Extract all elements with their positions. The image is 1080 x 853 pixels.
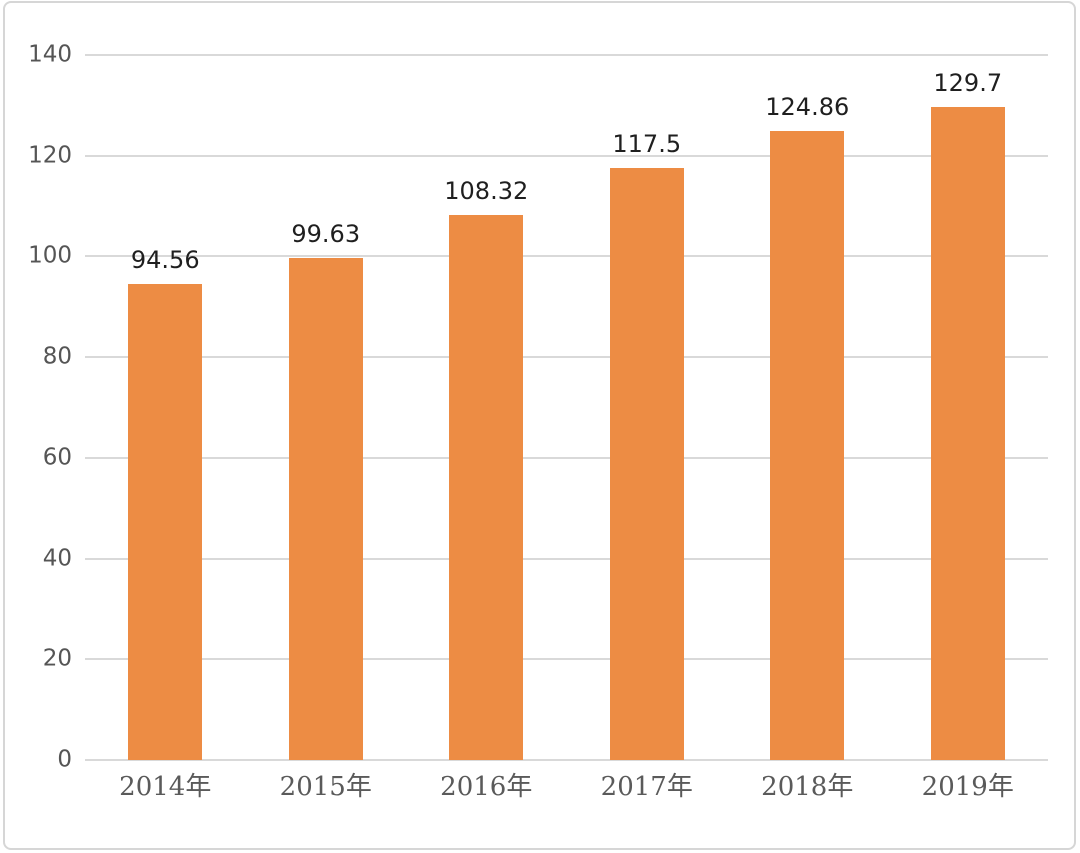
y-tick-label: 120: [28, 142, 72, 169]
gridline-y-0: [85, 759, 1048, 761]
bar-value-label: 108.32: [444, 176, 529, 205]
x-tick-label: 2014年: [119, 772, 212, 802]
bar-value-label: 129.7: [933, 68, 1003, 97]
x-tick-label: 2018年: [761, 772, 854, 802]
bar-value-label: 94.56: [130, 245, 200, 274]
y-tick-label: 20: [42, 645, 72, 672]
x-tick-label: 2015年: [279, 772, 372, 802]
bar-value-label: 124.86: [765, 93, 850, 122]
y-tick-label: 40: [42, 545, 72, 572]
gridline-y-120: [85, 154, 1048, 157]
gridline-y-20: [85, 658, 1048, 661]
x-tick-label: 2017年: [600, 772, 693, 802]
gridline-y-60: [85, 456, 1048, 459]
plot-area: 94.56 99.63 108.32 117.5 124.86 129.7: [85, 54, 1048, 761]
bar-value-label: 99.63: [291, 220, 361, 249]
gridline-y-140: [85, 54, 1048, 56]
x-axis: 2014年 2015年 2016年 2017年 2018年 2019年: [85, 772, 1048, 816]
y-tick-label: 80: [42, 343, 72, 370]
y-tick-label: 100: [28, 242, 72, 269]
bar-2015年: [288, 258, 363, 760]
gridline-y-40: [85, 557, 1048, 560]
gridline-y-100: [85, 255, 1048, 258]
bar-2014年: [128, 283, 203, 760]
y-tick-label: 60: [42, 444, 72, 471]
bar-value-label: 117.5: [612, 130, 682, 159]
gridline-y-80: [85, 356, 1048, 359]
y-axis: 0 20 40 60 80 100 120 140: [0, 43, 72, 771]
bar-2019年: [930, 106, 1005, 760]
bar-2017年: [609, 168, 684, 760]
bar-2018年: [770, 131, 845, 760]
x-tick-label: 2019年: [921, 772, 1014, 802]
x-tick-label: 2016年: [440, 772, 533, 802]
y-tick-label: 0: [57, 746, 72, 773]
bar-2016年: [449, 214, 524, 760]
y-tick-label: 140: [28, 41, 72, 68]
